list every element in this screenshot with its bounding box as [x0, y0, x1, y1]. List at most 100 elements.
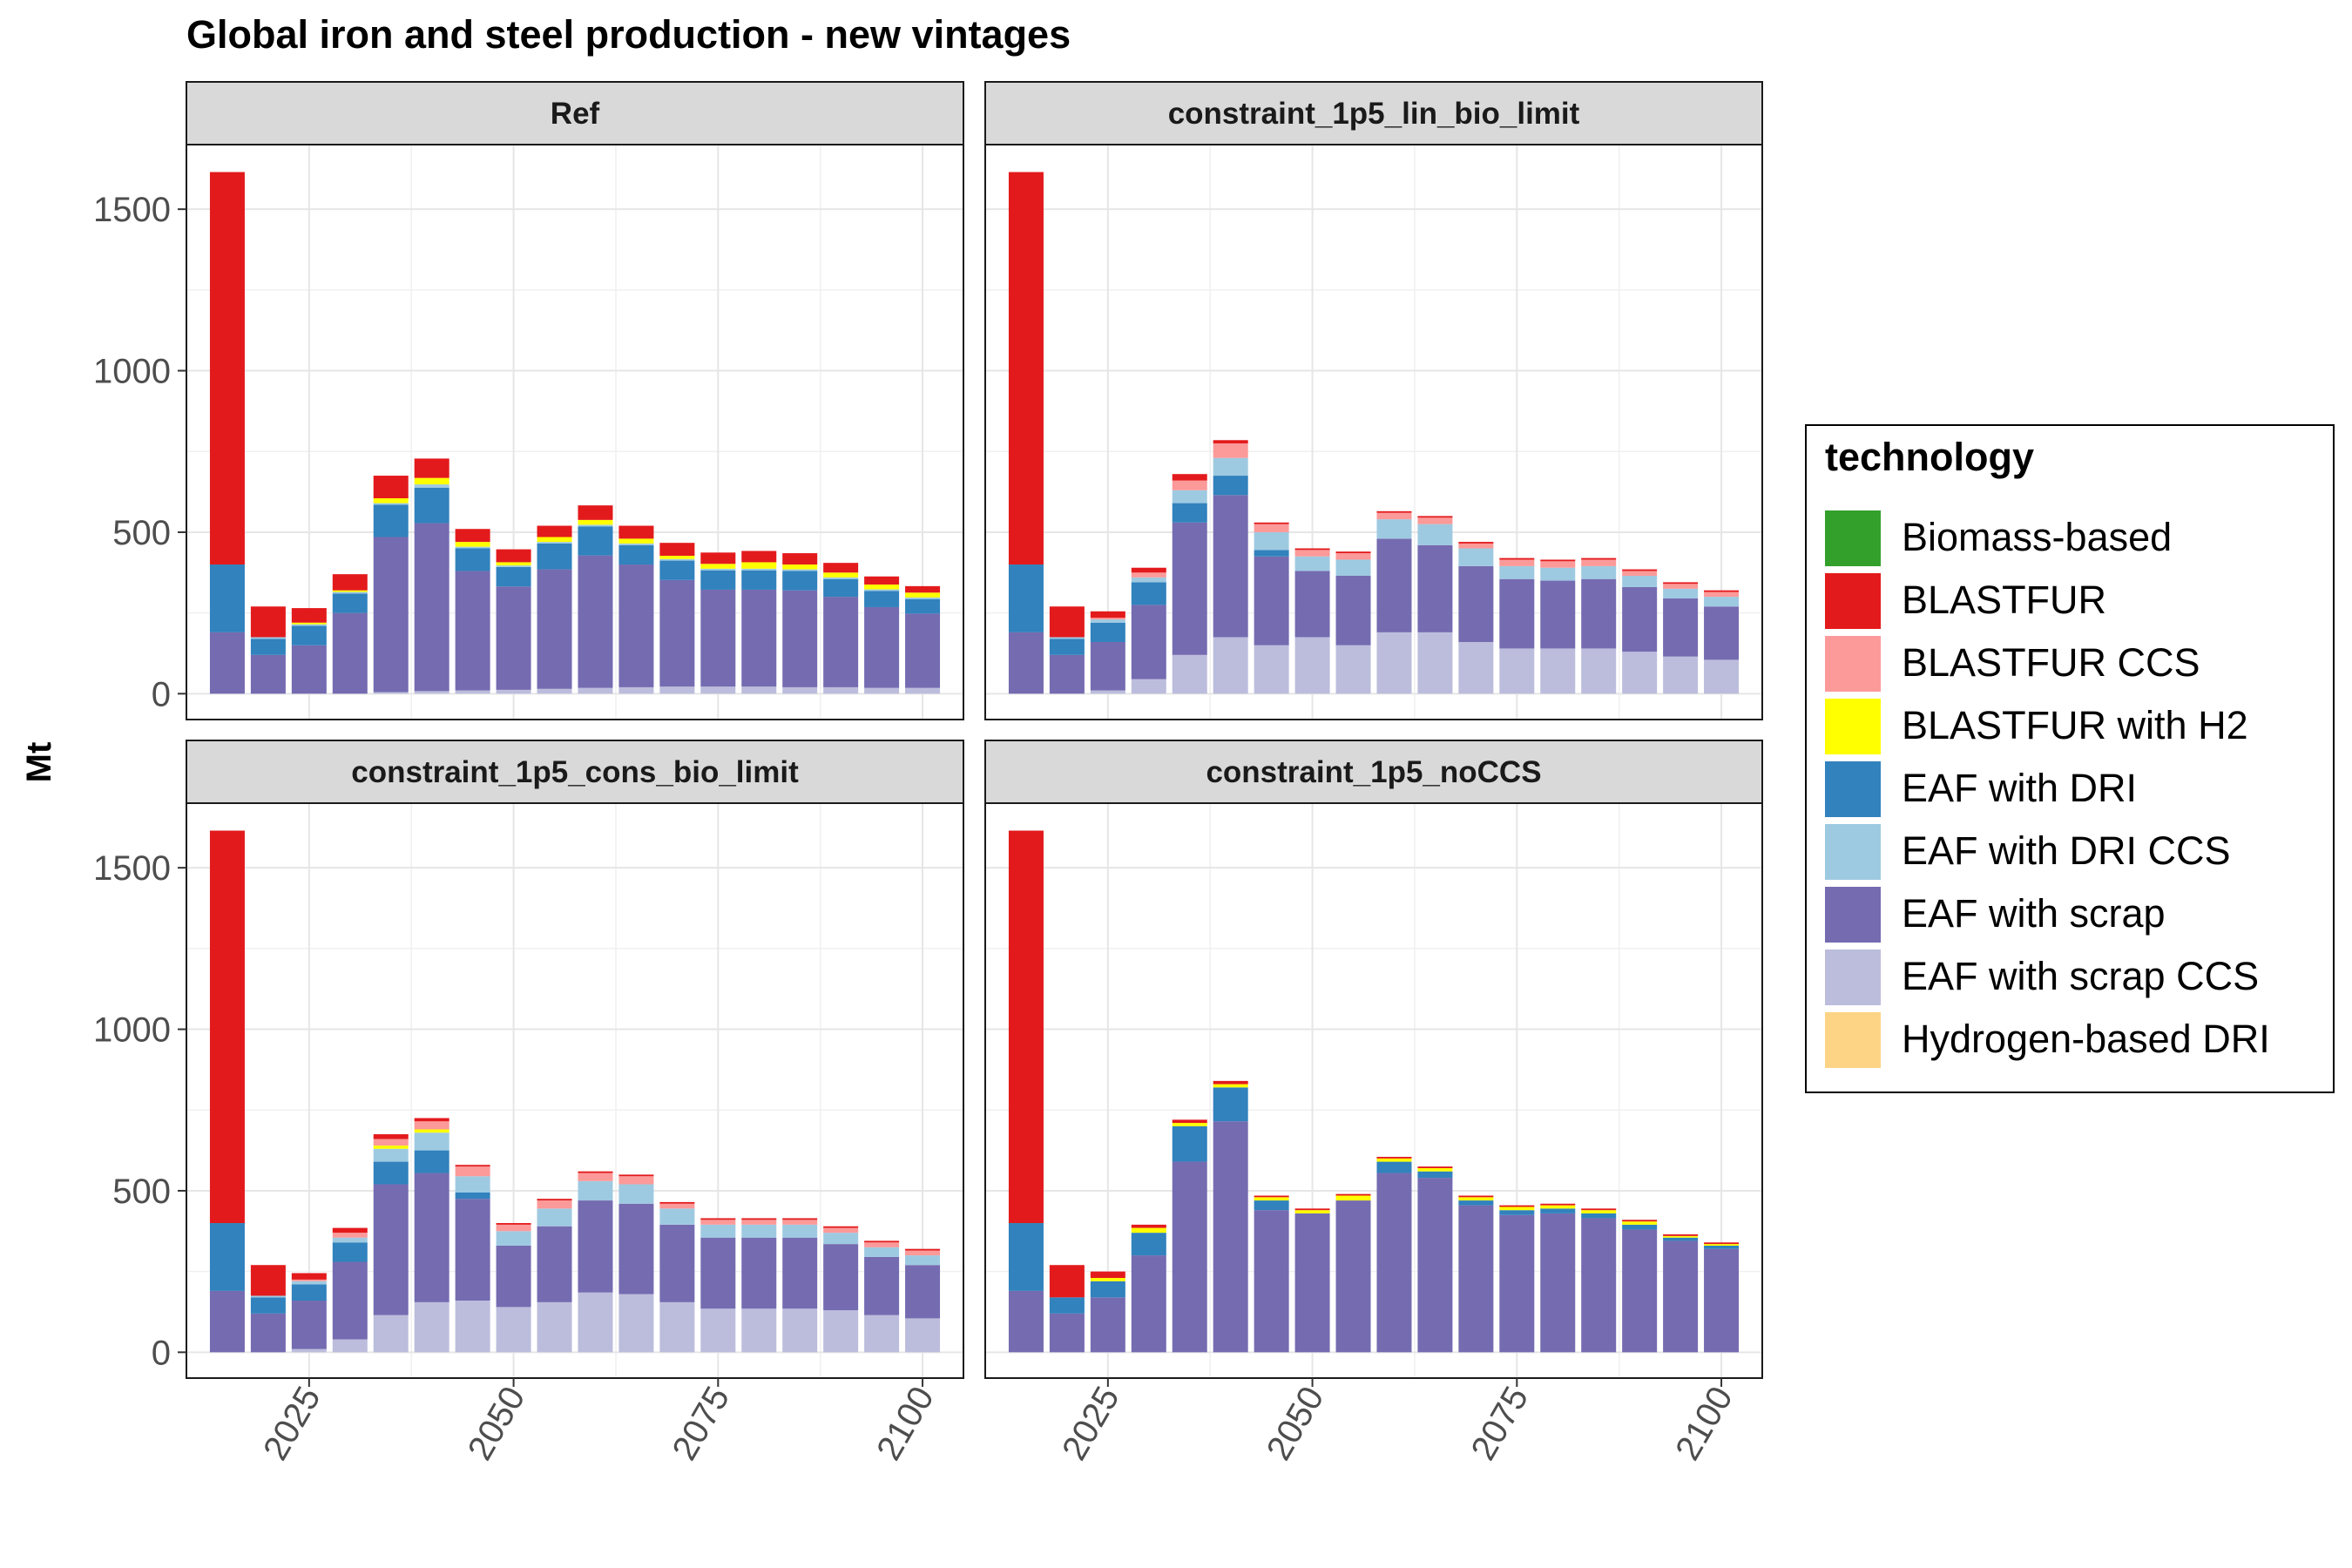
bar-segment-eaf-with-dri-ccs — [1172, 490, 1207, 504]
bar-segment-eaf-with-dri-ccs — [1663, 588, 1699, 598]
bar-segment-blastfur — [1131, 1224, 1166, 1228]
bar-segment-blastfur — [455, 1165, 490, 1167]
bar-segment-eaf-with-scrap — [1704, 1248, 1740, 1353]
bar-segment-eaf-with-dri — [1254, 1200, 1289, 1211]
bar-segment-blastfur-with-h2 — [332, 590, 368, 592]
bar-segment-eaf-with-dri-ccs — [1090, 619, 1125, 623]
panel-border — [984, 144, 1763, 720]
bar-segment-blastfur-with-h2 — [700, 564, 736, 569]
bar-segment-eaf-with-scrap — [1663, 1240, 1699, 1353]
bar-segment-blastfur — [700, 1218, 736, 1220]
facet-strip-label: Ref — [551, 97, 600, 131]
bar-segment-eaf-with-dri-ccs — [414, 484, 449, 488]
bar-segment-eaf-with-dri — [1172, 503, 1207, 523]
bar-segment-eaf-with-dri-ccs — [823, 577, 859, 579]
bar-segment-eaf-with-scrap-ccs — [618, 1294, 654, 1353]
bar-segment-blastfur — [414, 458, 449, 478]
legend-item-blastfur-ccs: BLASTFUR CCS — [1825, 636, 2200, 692]
bar-segment-eaf-with-dri — [1499, 1210, 1535, 1215]
bar-segment-blastfur — [1704, 1242, 1740, 1245]
legend-swatch — [1825, 1012, 1881, 1068]
bar-segment-blastfur-with-h2 — [1622, 1221, 1658, 1225]
bar-segment-blastfur — [1499, 558, 1535, 560]
facet-panel-constraint-1p5-cons-bio-limit: constraint_1p5_cons_bio_limit 0 500 1000 150… — [93, 740, 964, 1467]
bar-segment-eaf-with-dri — [1090, 622, 1125, 643]
y-tick-label: 500 — [112, 514, 171, 552]
bar-segment-eaf-with-scrap-ccs — [1540, 648, 1576, 694]
y-tick-label: 1500 — [93, 849, 171, 888]
bar-segment-blastfur — [373, 1134, 409, 1139]
bar-segment-eaf-with-dri-ccs — [864, 589, 900, 591]
bar-segment-blastfur-ccs — [1417, 517, 1453, 524]
bar-segment-eaf-with-scrap — [1090, 1297, 1125, 1353]
facet-panel-ref: Ref 0 500 1000 1500 — [93, 81, 964, 720]
bar-segment-eaf-with-scrap — [1417, 544, 1453, 632]
bar-segment-eaf-with-dri — [1581, 1213, 1617, 1219]
bar-segment-eaf-with-dri-ccs — [332, 591, 368, 594]
y-tick-label: 0 — [152, 1334, 171, 1372]
bar-segment-blastfur — [537, 525, 572, 537]
legend-title: technology — [1825, 435, 2034, 479]
bar-segment-eaf-with-scrap — [1254, 556, 1289, 645]
bar-segment-eaf-with-scrap — [905, 613, 941, 688]
bar-segment-eaf-with-scrap-ccs — [1172, 654, 1207, 694]
legend-swatch — [1825, 887, 1881, 943]
bar-segment-eaf-with-dri — [250, 1297, 286, 1314]
bar-segment-blastfur-ccs — [782, 1220, 818, 1225]
bar-segment-eaf-with-scrap — [250, 1313, 286, 1353]
bar-segment-blastfur — [578, 505, 613, 520]
chart-title: Global iron and steel production - new v… — [186, 12, 1071, 57]
bar-segment-blastfur-ccs — [1458, 543, 1494, 549]
legend-label: Biomass-based — [1902, 515, 2172, 559]
bar-segment-blastfur — [332, 1227, 368, 1233]
bar-segment-blastfur — [823, 1226, 859, 1228]
bar-segment-blastfur-with-h2 — [1335, 1195, 1371, 1201]
bar-segment-blastfur — [1663, 1234, 1699, 1236]
bar-segment-blastfur-ccs — [905, 1250, 941, 1256]
bar-segment-eaf-with-dri-ccs — [578, 1180, 613, 1201]
bar-segment-eaf-with-scrap-ccs — [373, 1315, 409, 1353]
bars — [209, 172, 941, 694]
legend-label: BLASTFUR CCS — [1902, 640, 2200, 685]
bar-segment-blastfur-with-h2 — [1254, 1197, 1289, 1201]
bar-segment-eaf-with-dri — [1213, 476, 1248, 496]
legend: technology Biomass-based BLASTFUR BLASTFUR … — [1805, 424, 2335, 1093]
bar-segment-eaf-with-scrap-ccs — [1663, 656, 1699, 694]
bar-segment-blastfur — [1049, 606, 1085, 638]
bar-segment-blastfur-ccs — [823, 1227, 859, 1233]
bar-segment-eaf-with-scrap — [1049, 654, 1085, 694]
bar-segment-eaf-with-dri-ccs — [1499, 565, 1535, 579]
bar-segment-eaf-with-scrap-ccs — [414, 1301, 449, 1353]
bar-segment-blastfur-with-h2 — [1090, 1278, 1125, 1281]
bar-segment-eaf-with-scrap-ccs — [1131, 679, 1166, 694]
bar-segment-eaf-with-scrap — [1663, 598, 1699, 657]
bar-segment-eaf-with-scrap — [1581, 578, 1617, 649]
bar-segment-eaf-with-scrap — [1335, 1200, 1371, 1353]
bar-segment-blastfur — [1213, 440, 1248, 443]
bar-segment-eaf-with-scrap — [1213, 1121, 1248, 1353]
legend-item-eaf-with-scrap-ccs: EAF with scrap CCS — [1825, 950, 2259, 1005]
bar-segment-eaf-with-dri-ccs — [455, 546, 490, 549]
bar-segment-eaf-with-scrap — [741, 1237, 777, 1309]
bar-segment-eaf-with-scrap — [1581, 1218, 1617, 1353]
legend-swatch — [1825, 573, 1881, 629]
bar-segment-blastfur — [700, 552, 736, 564]
bar-segment-eaf-with-dri-ccs — [1458, 548, 1494, 566]
bar-segment-eaf-with-scrap-ccs — [455, 690, 490, 694]
bar-segment-eaf-with-dri — [1663, 1237, 1699, 1241]
bar-segment-eaf-with-scrap — [1131, 605, 1166, 679]
bar-segment-eaf-with-scrap-ccs — [1458, 642, 1494, 694]
bar-segment-blastfur-ccs — [1663, 584, 1699, 589]
bar-segment-eaf-with-dri-ccs — [782, 569, 818, 571]
bar-segment-eaf-with-scrap-ccs — [1213, 637, 1248, 694]
bar-segment-eaf-with-scrap-ccs — [700, 1308, 736, 1353]
bar-segment-eaf-with-scrap — [1499, 1214, 1535, 1353]
legend-item-biomass-based: Biomass-based — [1825, 510, 2172, 566]
bar-segment-eaf-with-scrap-ccs — [905, 687, 941, 694]
legend-swatch — [1825, 950, 1881, 1005]
bar-segment-eaf-with-dri-ccs — [414, 1132, 449, 1151]
bar-segment-eaf-with-scrap-ccs — [741, 686, 777, 694]
bar-segment-eaf-with-dri-ccs — [741, 568, 777, 571]
bar-segment-eaf-with-dri-ccs — [1131, 577, 1166, 583]
legend-label: BLASTFUR — [1902, 578, 2106, 622]
